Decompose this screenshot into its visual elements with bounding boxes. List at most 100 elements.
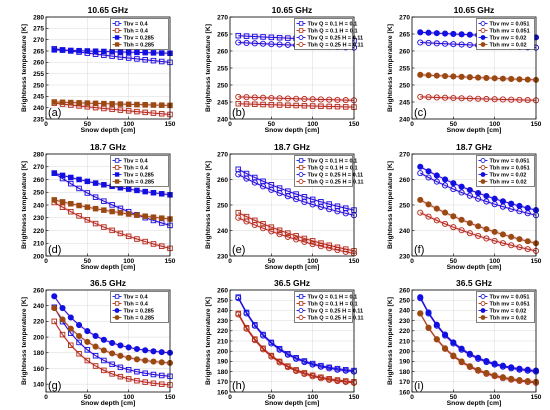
x-axis-label: Snow depth [cm] (447, 127, 502, 134)
data-point (251, 40, 258, 47)
panel-title: 18.7 GHz (456, 142, 492, 152)
data-point (425, 174, 432, 181)
y-axis-label: Brightness temperature [K] (21, 161, 28, 249)
data-point (260, 221, 266, 227)
data-point (51, 170, 58, 176)
legend-marker (480, 301, 486, 306)
data-point (317, 203, 324, 210)
data-point (158, 372, 165, 379)
legend-entry: Tbh = 0.285 (124, 316, 155, 322)
data-point (458, 31, 465, 38)
legend-entry: Tbv Q = 0.1 H = 0.1 (308, 295, 358, 301)
x-tick-label: 0 (44, 258, 48, 265)
y-tick-label: 245 (217, 99, 228, 106)
data-point (268, 353, 275, 360)
data-point (59, 172, 66, 179)
data-point (425, 309, 432, 316)
y-tick-label: 280 (33, 14, 44, 21)
data-point (235, 311, 242, 318)
y-tick-label: 250 (399, 82, 410, 89)
x-tick-label: 0 (228, 258, 232, 265)
data-point (150, 102, 157, 108)
panel-title: 36.5 GHz (274, 278, 310, 288)
data-point (76, 202, 82, 209)
legend-marker (114, 315, 120, 320)
series-line-0 (53, 307, 171, 377)
x-tick-label: 0 (410, 121, 414, 128)
data-point (117, 210, 124, 216)
y-tick-label: 200 (399, 349, 410, 356)
y-tick-label: 255 (399, 65, 410, 72)
y-tick-label: 270 (33, 164, 44, 171)
data-point (483, 192, 490, 200)
panel-title: 10.65 GHz (272, 5, 313, 15)
data-point (101, 367, 107, 374)
y-tick-label: 170 (399, 379, 410, 386)
data-point (68, 47, 74, 54)
x-tick-label: 50 (268, 121, 276, 128)
data-point (483, 95, 490, 103)
x-tick-label: 100 (123, 394, 134, 401)
data-point (134, 56, 140, 62)
panel-g: 36.5 GHz 0 50 100 150 140 160 180 200 220 240 260 Sn… (21, 278, 176, 407)
legend-entry: Tbh = 0.4 (124, 166, 149, 172)
legend-entry: Tbh Q = 0.1 H = 0.1 (308, 166, 358, 172)
data-point (117, 373, 124, 380)
data-point (425, 201, 432, 208)
legend-entry: Tbv mv = 0.02 (490, 173, 527, 179)
data-point (417, 93, 424, 100)
data-point (450, 352, 457, 359)
data-point (317, 375, 324, 382)
axes-frame (45, 289, 171, 393)
data-point (84, 178, 91, 185)
data-point (150, 348, 157, 355)
data-point (524, 366, 531, 373)
data-point (142, 213, 148, 219)
legend-entry: Tbv mv = 0.051 (490, 22, 530, 28)
y-tick-label: 210 (399, 338, 410, 345)
uncertainty-band (238, 215, 354, 256)
data-point (450, 180, 457, 187)
data-point (101, 224, 107, 230)
panel-letter: (a) (48, 107, 61, 119)
data-point (268, 340, 275, 347)
data-point (51, 197, 58, 203)
data-point (251, 94, 258, 101)
data-point (491, 228, 498, 235)
data-point (342, 248, 349, 255)
data-point (142, 57, 148, 63)
data-point (84, 190, 91, 196)
data-point (276, 231, 283, 238)
legend-entry: Tbv Q = 0.25 H = 0.11 (308, 309, 364, 315)
legend-marker (480, 21, 486, 26)
data-point (125, 186, 132, 192)
y-tick-label: 220 (399, 328, 410, 335)
data-point (59, 331, 66, 338)
data-point (84, 328, 91, 335)
data-point (508, 96, 515, 103)
data-point (491, 237, 498, 244)
data-point (109, 339, 116, 346)
data-point (442, 30, 449, 37)
legend-marker (480, 165, 486, 170)
data-point (301, 370, 308, 377)
y-tick-label: 260 (217, 177, 228, 184)
legend-entry: Tbv Q = 0.25 H = 0.11 (308, 36, 364, 42)
legend-marker (480, 172, 486, 177)
data-point (142, 347, 149, 354)
legend-marker (298, 35, 304, 40)
x-tick-label: 150 (531, 394, 542, 401)
x-axis-label: Snow depth [cm] (81, 400, 136, 407)
y-tick-label: 210 (217, 338, 228, 345)
data-point (268, 228, 275, 235)
data-point (466, 74, 473, 81)
data-point (125, 49, 132, 55)
legend-entry: Tbv = 0.285 (124, 36, 154, 42)
data-point (342, 97, 349, 104)
data-point (417, 71, 424, 78)
data-point (109, 106, 115, 113)
data-point (334, 377, 341, 385)
legend-marker (298, 165, 304, 170)
legend-entry: Tbh mv = 0.051 (490, 302, 530, 308)
